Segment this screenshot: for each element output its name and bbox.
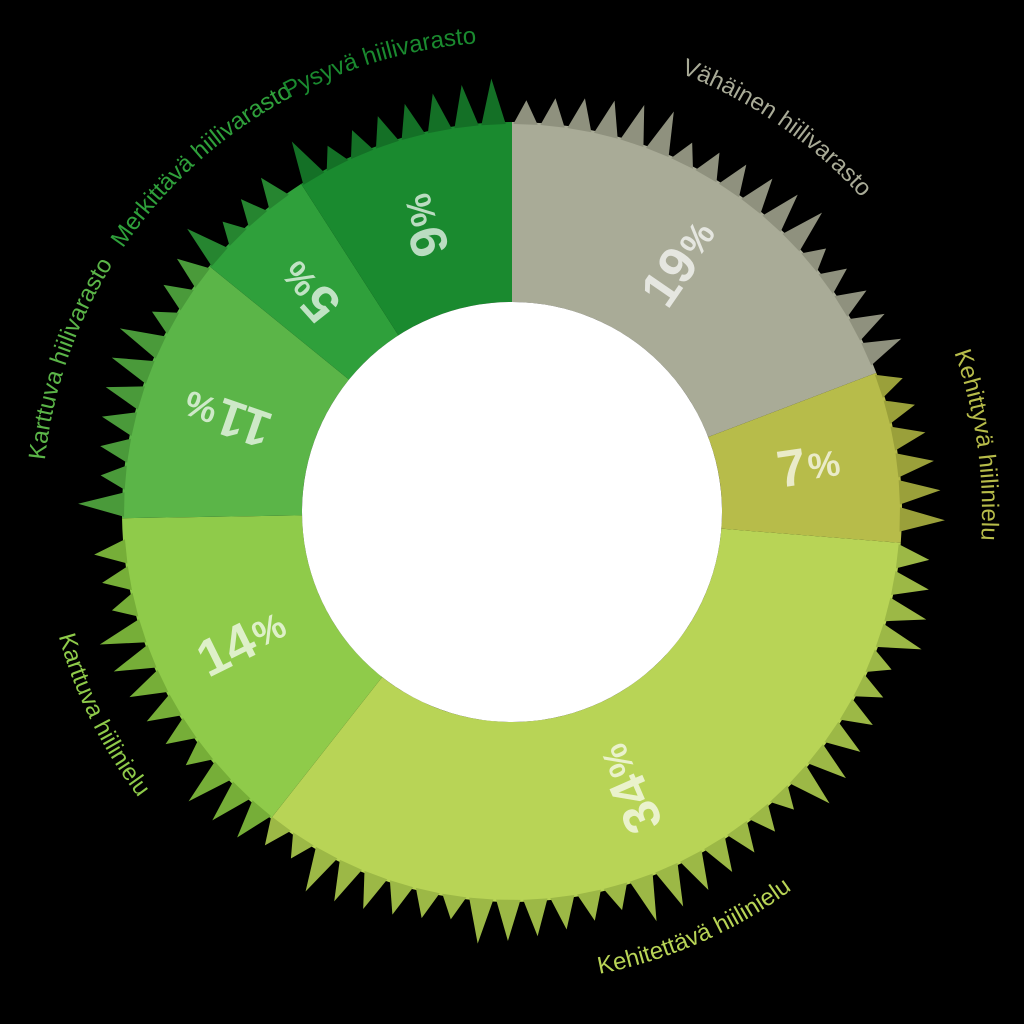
tree-icon: [567, 98, 591, 132]
tree-icon: [594, 101, 618, 139]
tree-icon: [100, 619, 147, 644]
tree-icon: [78, 492, 124, 516]
tree-icon: [884, 598, 926, 622]
donut-chart: 19%Vähäinen hiilivarasto7%Kehittyvä hiil…: [0, 0, 1024, 1024]
slice-label-kehittyva: Kehittyvä hiilinielu: [949, 346, 1004, 542]
tree-icon: [469, 898, 493, 944]
tree-icon: [102, 412, 137, 436]
tree-icon: [577, 890, 601, 921]
tree-icon: [550, 895, 574, 929]
tree-icon: [899, 480, 941, 504]
tree-icon: [94, 539, 127, 563]
tree-icon: [523, 898, 547, 936]
tree-icon: [891, 571, 929, 595]
tree-icon: [890, 427, 925, 451]
chart-svg: 19%Vähäinen hiilivarasto7%Kehittyvä hiil…: [0, 0, 1024, 1024]
tree-icon: [428, 93, 452, 133]
slice-label-karttuva-varasto: Karttuva hiilivarasto: [24, 253, 118, 461]
tree-icon: [900, 507, 945, 531]
tree-icon: [100, 439, 131, 463]
tree-icon: [876, 624, 922, 650]
tree-icon: [496, 900, 520, 941]
tree-icon: [540, 98, 564, 127]
tree-icon: [513, 100, 537, 125]
slice-label-pysyva: Pysyvä hiilivarasto: [279, 22, 477, 104]
tree-icon: [416, 888, 440, 918]
donut-center: [302, 302, 722, 722]
tree-icon: [896, 544, 929, 568]
tree-icon: [454, 85, 478, 128]
tree-icon: [402, 104, 426, 140]
tree-icon: [481, 78, 505, 125]
tree-icon: [896, 453, 934, 477]
tree-icon: [102, 566, 132, 590]
tree-icon: [630, 874, 657, 922]
tree-icon: [101, 465, 127, 489]
tree-icon: [442, 894, 466, 920]
